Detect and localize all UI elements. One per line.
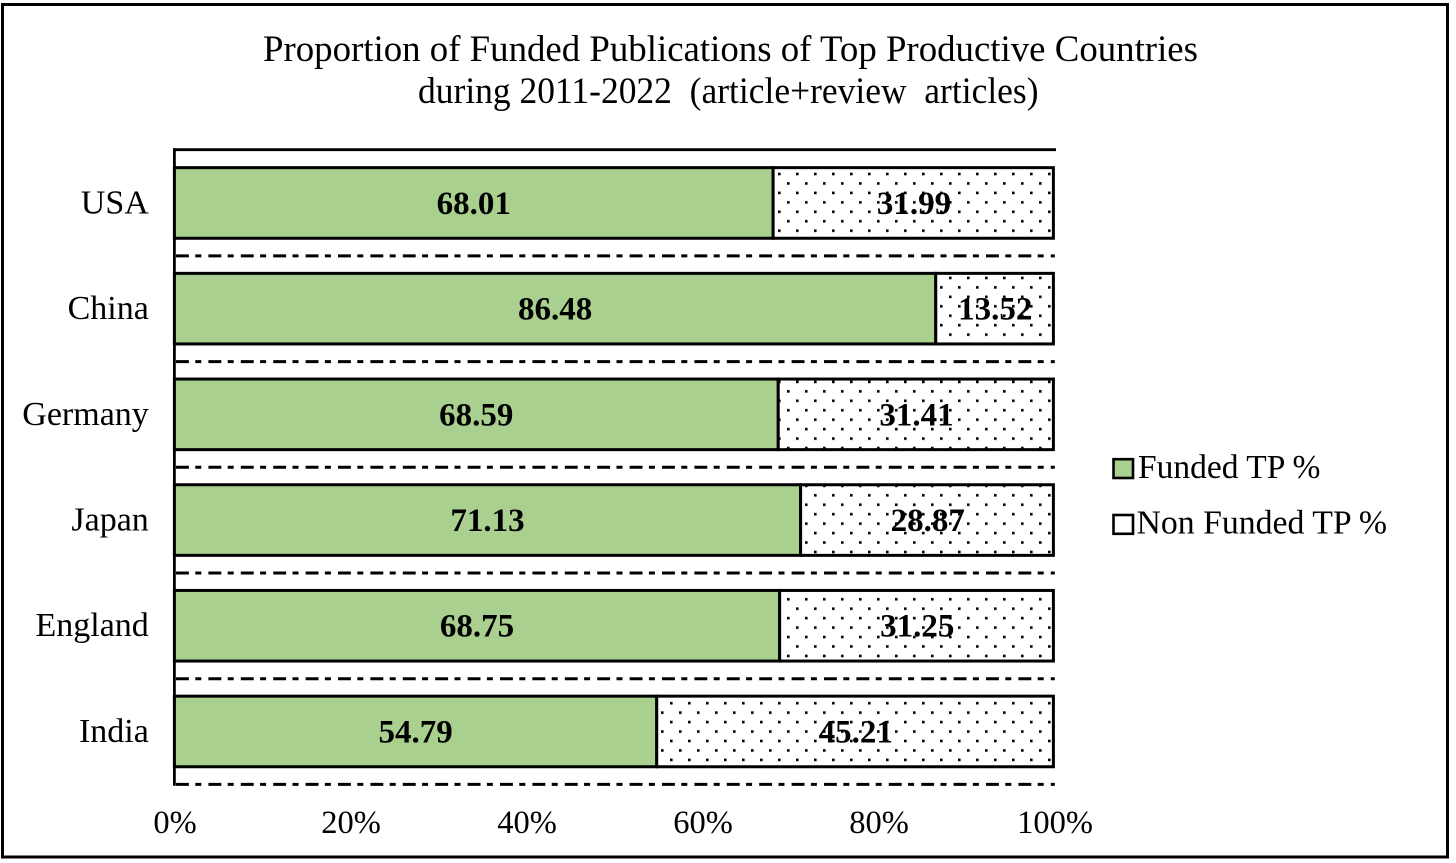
svg-text:40%: 40% <box>497 805 557 841</box>
svg-text:Germany: Germany <box>22 396 149 433</box>
svg-text:USA: USA <box>81 184 149 221</box>
svg-text:86.48: 86.48 <box>518 292 592 328</box>
svg-text:60%: 60% <box>673 805 733 841</box>
svg-text:13.52: 13.52 <box>958 292 1032 328</box>
svg-text:68.01: 68.01 <box>437 186 511 222</box>
svg-text:71.13: 71.13 <box>450 503 524 539</box>
svg-text:68.59: 68.59 <box>439 397 513 433</box>
svg-text:54.79: 54.79 <box>378 714 452 750</box>
svg-text:31.25: 31.25 <box>880 609 954 645</box>
svg-text:31.41: 31.41 <box>879 397 953 433</box>
svg-text:20%: 20% <box>321 805 381 841</box>
svg-text:Non Funded TP %: Non Funded TP % <box>1137 505 1388 542</box>
svg-text:100%: 100% <box>1017 805 1093 841</box>
svg-text:China: China <box>68 290 149 327</box>
svg-text:31.99: 31.99 <box>877 186 951 222</box>
svg-text:India: India <box>79 713 149 750</box>
svg-text:45.21: 45.21 <box>819 714 893 750</box>
svg-text:0%: 0% <box>153 805 196 841</box>
svg-text:England: England <box>35 607 148 644</box>
svg-text:Funded TP %: Funded TP % <box>1138 449 1320 486</box>
svg-text:Proportion of Funded Publicati: Proportion of Funded Publications of Top… <box>263 28 1198 69</box>
svg-text:28.87: 28.87 <box>891 503 965 539</box>
svg-text:68.75: 68.75 <box>440 609 514 645</box>
svg-text:Japan: Japan <box>71 502 148 539</box>
svg-text:during 2011-2022 (article+rev: during 2011-2022 (article+review article… <box>418 70 1039 111</box>
svg-text:80%: 80% <box>849 805 909 841</box>
